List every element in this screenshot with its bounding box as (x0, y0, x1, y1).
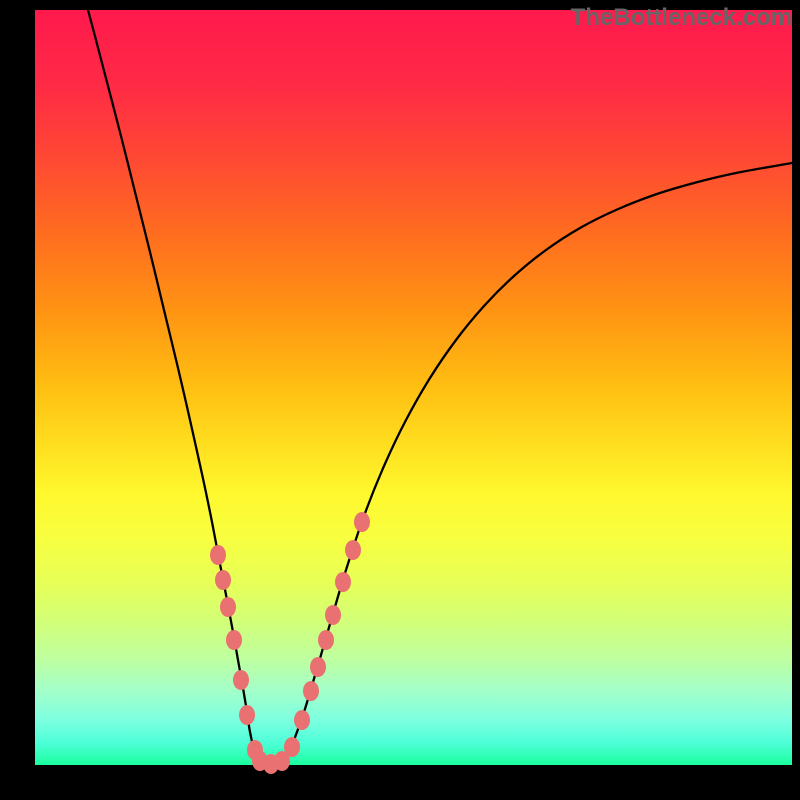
data-point (215, 570, 231, 590)
left-curve (88, 10, 262, 765)
data-point (335, 572, 351, 592)
data-point (303, 681, 319, 701)
watermark-text: TheBottleneck.com (571, 4, 792, 32)
data-point (284, 737, 300, 757)
data-point (210, 545, 226, 565)
data-point (310, 657, 326, 677)
data-point (239, 705, 255, 725)
data-point (354, 512, 370, 532)
data-point (318, 630, 334, 650)
data-point (325, 605, 341, 625)
data-point (233, 670, 249, 690)
chart-container: TheBottleneck.com (0, 0, 800, 800)
data-point (220, 597, 236, 617)
right-curve (280, 163, 792, 765)
curve-overlay (0, 0, 800, 800)
data-point (226, 630, 242, 650)
data-point (345, 540, 361, 560)
data-point (294, 710, 310, 730)
